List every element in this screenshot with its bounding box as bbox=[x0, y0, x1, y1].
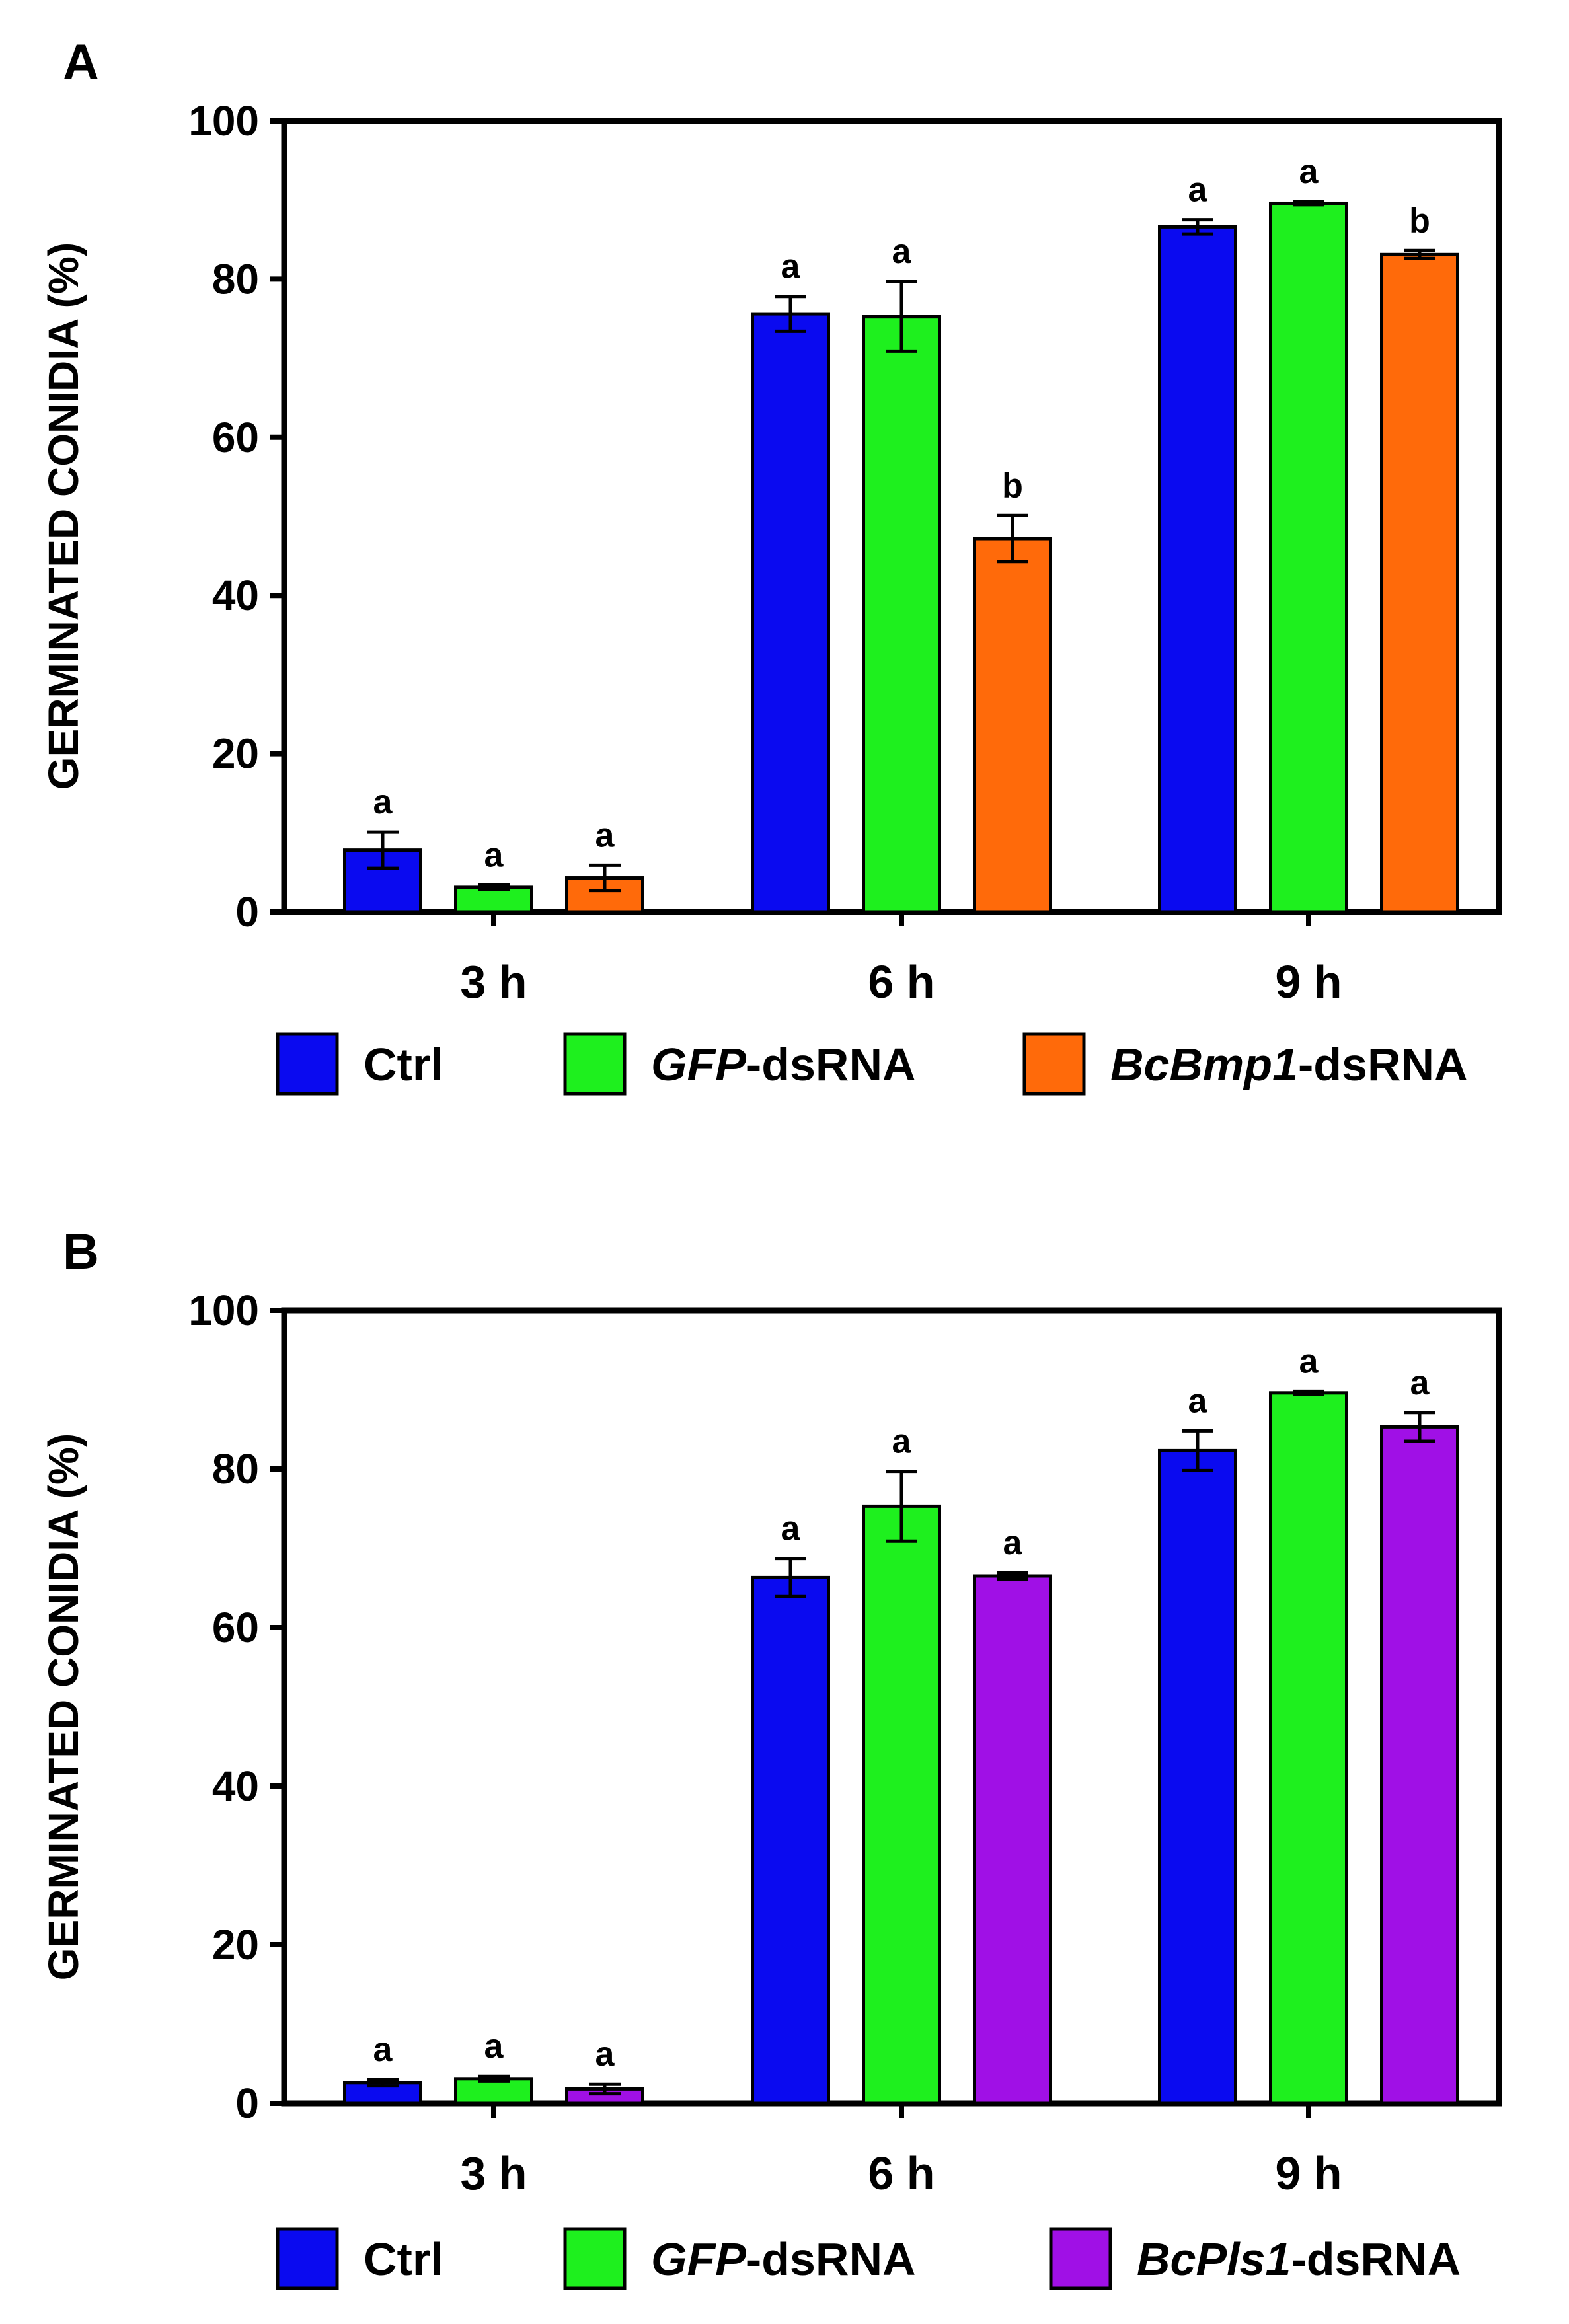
significance-letter: a bbox=[1299, 1342, 1319, 1380]
bar bbox=[1158, 1448, 1237, 2105]
y-axis-title: GERMINATED CONIDIA (%) bbox=[40, 1433, 87, 1980]
legend-swatch bbox=[1022, 1032, 1086, 1096]
y-tick-label: 20 bbox=[212, 730, 259, 778]
y-tick-label: 80 bbox=[212, 1445, 259, 1493]
significance-letter: a bbox=[373, 783, 393, 821]
legend-swatch bbox=[563, 2227, 627, 2290]
significance-letter: a bbox=[484, 2027, 504, 2066]
panel-label: B bbox=[63, 1224, 99, 1280]
y-tick-label: 0 bbox=[235, 888, 259, 936]
significance-letter: a bbox=[1188, 1382, 1208, 1420]
legend-swatch bbox=[276, 2227, 339, 2290]
legend-label: BcBmp1-dsRNA bbox=[1110, 1039, 1468, 1090]
significance-letter: a bbox=[373, 2031, 393, 2069]
legend-swatch bbox=[1049, 2227, 1112, 2290]
x-category-label: 9 h bbox=[1275, 2148, 1342, 2199]
y-tick-label: 80 bbox=[212, 255, 259, 303]
y-tick-label: 100 bbox=[188, 97, 259, 145]
panel-label: A bbox=[63, 34, 99, 91]
significance-letter: a bbox=[595, 2035, 615, 2074]
x-category-label: 6 h bbox=[868, 956, 935, 1008]
significance-letter: a bbox=[595, 816, 615, 854]
legend-label: GFP-dsRNA bbox=[651, 1039, 916, 1090]
significance-letter: a bbox=[781, 1510, 801, 1548]
legend-label: GFP-dsRNA bbox=[651, 2233, 916, 2285]
legend-label: BcPls1-dsRNA bbox=[1137, 2233, 1461, 2285]
significance-letter: b bbox=[1409, 202, 1430, 240]
significance-letter: a bbox=[892, 233, 912, 271]
bar bbox=[1158, 225, 1237, 914]
y-tick-label: 60 bbox=[212, 1604, 259, 1651]
y-tick-label: 100 bbox=[188, 1287, 259, 1334]
significance-letter: a bbox=[1003, 1524, 1023, 1562]
bar bbox=[751, 1575, 830, 2105]
y-tick-label: 40 bbox=[212, 572, 259, 619]
chart-panel-a: A GERMINATED CONIDIA (%) 0 20 40 60 80 100 3 h 6 … bbox=[40, 34, 1502, 1096]
significance-letter: a bbox=[1299, 153, 1319, 191]
bar bbox=[973, 1574, 1052, 2105]
y-axis-title: GERMINATED CONIDIA (%) bbox=[40, 243, 87, 790]
legend-swatch bbox=[563, 1032, 627, 1096]
bar bbox=[751, 312, 830, 914]
bar bbox=[862, 315, 941, 914]
x-category-label: 9 h bbox=[1275, 956, 1342, 1008]
y-tick-label: 40 bbox=[212, 1762, 259, 1810]
significance-letter: b bbox=[1002, 467, 1023, 505]
y-tick-label: 20 bbox=[212, 1921, 259, 1968]
significance-letter: a bbox=[1188, 171, 1208, 209]
bar bbox=[1380, 252, 1459, 914]
significance-letter: a bbox=[484, 836, 504, 874]
bar bbox=[973, 537, 1052, 914]
significance-letter: a bbox=[1410, 1364, 1430, 1402]
bar bbox=[1269, 201, 1348, 914]
chart-panel-b: B GERMINATED CONIDIA (%) 0 20 40 60 80 100 3 h 6 … bbox=[40, 1224, 1502, 2290]
x-category-label: 3 h bbox=[460, 2148, 527, 2199]
bar bbox=[454, 885, 533, 914]
significance-letter: a bbox=[781, 248, 801, 286]
y-tick-label: 60 bbox=[212, 414, 259, 461]
bar bbox=[1269, 1391, 1348, 2105]
x-category-label: 3 h bbox=[460, 956, 527, 1008]
legend-label: Ctrl bbox=[364, 2233, 443, 2285]
x-category-label: 6 h bbox=[868, 2148, 935, 2199]
bar bbox=[1380, 1425, 1459, 2105]
significance-letter: a bbox=[892, 1423, 912, 1461]
y-tick-label: 0 bbox=[235, 2080, 259, 2127]
bar bbox=[862, 1504, 941, 2105]
legend-swatch bbox=[276, 1032, 339, 1096]
legend-label: Ctrl bbox=[364, 1039, 443, 1090]
